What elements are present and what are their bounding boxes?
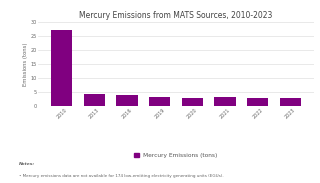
- Bar: [182, 98, 203, 106]
- Y-axis label: Emissions (tons): Emissions (tons): [23, 42, 28, 86]
- Bar: [84, 94, 105, 106]
- Text: Notes:: Notes:: [19, 162, 35, 166]
- Text: • Mercury emissions data are not available for 174 low-emitting electricity gene: • Mercury emissions data are not availab…: [19, 174, 224, 178]
- Legend: Mercury Emissions (tons): Mercury Emissions (tons): [134, 153, 218, 158]
- Title: Mercury Emissions from MATS Sources, 2010-2023: Mercury Emissions from MATS Sources, 201…: [79, 11, 273, 20]
- Bar: [247, 98, 268, 106]
- Bar: [214, 97, 236, 106]
- Bar: [116, 95, 138, 106]
- Bar: [149, 97, 170, 106]
- Bar: [51, 30, 72, 106]
- Bar: [280, 98, 301, 106]
